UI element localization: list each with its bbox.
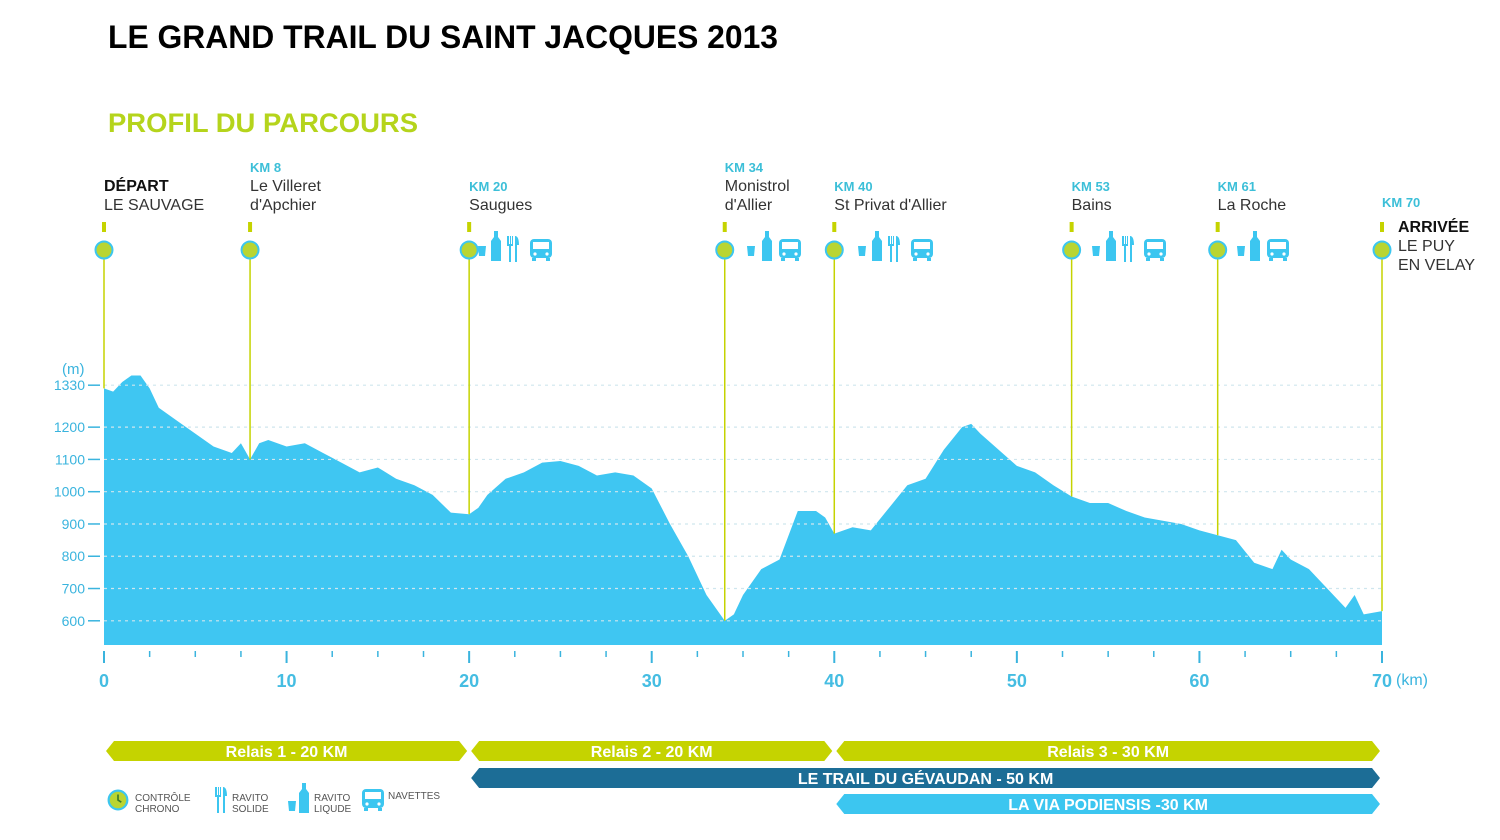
y-tick-label: 600 bbox=[62, 613, 86, 629]
checkpoint-name: La Roche bbox=[1218, 197, 1287, 214]
relays-label: Relais 2 - 20 KM bbox=[591, 744, 713, 761]
relays-label: Relais 1 - 20 KM bbox=[226, 744, 348, 761]
chrono-icon bbox=[824, 240, 844, 260]
chart-subtitle: PROFIL DU PARCOURS bbox=[108, 108, 418, 138]
checkpoint: KM 40 St Privat d'Allier bbox=[824, 179, 947, 534]
checkpoint-km: KM 8 bbox=[250, 160, 281, 175]
checkpoint-km: KM 70 bbox=[1382, 195, 1420, 210]
checkpoint-marker bbox=[1380, 222, 1384, 232]
checkpoint-name: Saugues bbox=[469, 197, 532, 214]
checkpoint-name: d'Apchier bbox=[250, 197, 317, 214]
checkpoint: KM 61 La Roche bbox=[1208, 179, 1287, 536]
service-icons bbox=[478, 231, 1289, 262]
legend-label: NAVETTES bbox=[388, 791, 440, 802]
checkpoint-km: KM 53 bbox=[1072, 179, 1110, 194]
chrono-icon bbox=[240, 240, 260, 260]
checkpoint: KM 20 Saugues bbox=[459, 179, 532, 515]
x-tick-label: 50 bbox=[1007, 671, 1027, 691]
checkpoint-name: LE SAUVAGE bbox=[104, 197, 204, 214]
checkpoint-marker bbox=[102, 222, 106, 232]
chrono-icon bbox=[459, 240, 479, 260]
relays-bar bbox=[471, 741, 833, 761]
checkpoint-km: KM 20 bbox=[469, 179, 507, 194]
checkpoint-name: Le Villeret bbox=[250, 178, 321, 195]
relays-bar bbox=[106, 741, 468, 761]
y-tick-label: 1000 bbox=[54, 484, 85, 500]
chart-title: LE GRAND TRAIL DU SAINT JACQUES 2013 bbox=[108, 19, 778, 55]
y-tick-label: 1200 bbox=[54, 419, 85, 435]
y-tick-label: 800 bbox=[62, 548, 86, 564]
checkpoint-name: DÉPART bbox=[104, 176, 169, 195]
checkpoint-marker bbox=[248, 222, 253, 232]
checkpoint-marker bbox=[832, 222, 837, 232]
checkpoint-km: KM 61 bbox=[1218, 179, 1256, 194]
relays-bar bbox=[836, 741, 1380, 761]
y-tick-label: 1330 bbox=[54, 377, 85, 393]
x-tick-label: 10 bbox=[277, 671, 297, 691]
checkpoint-marker bbox=[1215, 222, 1220, 232]
legend-label: CHRONO bbox=[135, 804, 180, 815]
legend-label: RAVITO bbox=[232, 793, 269, 804]
checkpoint-name: d'Allier bbox=[725, 197, 773, 214]
legend-label: RAVITO bbox=[314, 793, 351, 804]
y-tick-label: 900 bbox=[62, 516, 86, 532]
checkpoint: KM 70 ARRIVÉE LE PUY EN VELAY bbox=[1372, 195, 1475, 612]
x-tick-label: 30 bbox=[642, 671, 662, 691]
checkpoint-name: LE PUY bbox=[1398, 238, 1455, 255]
races-bar bbox=[836, 794, 1380, 814]
y-axis-label: (m) bbox=[62, 361, 85, 378]
x-tick-label: 20 bbox=[459, 671, 479, 691]
x-tick-label: 40 bbox=[824, 671, 844, 691]
chrono-icon bbox=[1208, 240, 1228, 260]
elevation-area bbox=[104, 375, 1382, 645]
checkpoint-name: ARRIVÉE bbox=[1398, 217, 1469, 236]
races-label: LA VIA PODIENSIS -30 KM bbox=[1008, 797, 1208, 814]
x-tick-label: 70 bbox=[1372, 671, 1392, 691]
x-axis-label: (km) bbox=[1396, 672, 1428, 689]
y-tick-label: 1100 bbox=[55, 451, 85, 467]
checkpoint-name: Monistrol bbox=[725, 178, 790, 195]
chrono-icon bbox=[715, 240, 735, 260]
relays-label: Relais 3 - 30 KM bbox=[1047, 744, 1169, 761]
checkpoint-name: EN VELAY bbox=[1398, 257, 1475, 274]
legend-label: CONTRÔLE bbox=[135, 791, 191, 804]
chrono-icon bbox=[94, 240, 114, 260]
checkpoint: KM 53 Bains bbox=[1062, 179, 1112, 497]
x-tick-label: 0 bbox=[99, 671, 109, 691]
chrono-icon bbox=[1372, 240, 1392, 260]
legend-label: LIQUDE bbox=[314, 804, 352, 815]
checkpoint: KM 34 Monistrol d'Allier bbox=[715, 160, 790, 621]
races-label: LE TRAIL DU GÉVAUDAN - 50 KM bbox=[798, 769, 1053, 788]
checkpoint-marker bbox=[1069, 222, 1074, 232]
checkpoint-marker bbox=[722, 222, 727, 232]
races-bar bbox=[471, 768, 1381, 788]
x-tick-label: 60 bbox=[1189, 671, 1209, 691]
checkpoint: DÉPART LE SAUVAGE bbox=[94, 176, 204, 389]
chrono-icon bbox=[1062, 240, 1082, 260]
checkpoint: KM 8 Le Villeret d'Apchier bbox=[240, 160, 321, 460]
checkpoint-km: KM 40 bbox=[834, 179, 872, 194]
checkpoint-name: Bains bbox=[1072, 197, 1112, 214]
checkpoint-name: St Privat d'Allier bbox=[834, 197, 947, 214]
y-tick-label: 700 bbox=[62, 581, 86, 597]
checkpoint-marker bbox=[467, 222, 472, 232]
checkpoint-km: KM 34 bbox=[725, 160, 764, 175]
legend-label: SOLIDE bbox=[232, 804, 269, 815]
